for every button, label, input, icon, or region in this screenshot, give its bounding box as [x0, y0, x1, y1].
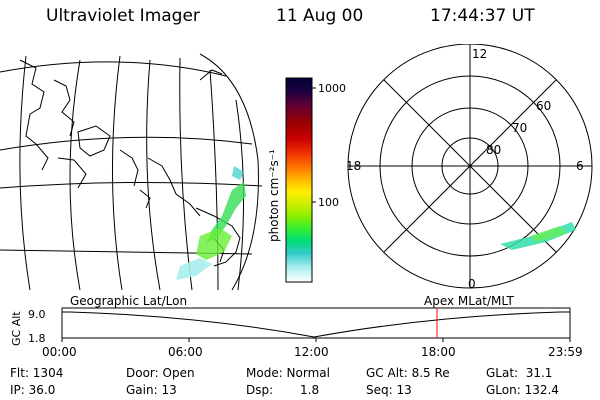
mlt-label-12: 12 — [472, 47, 487, 61]
colorbar: 1000 100 photon cm⁻²s⁻¹ — [267, 77, 346, 283]
colorbar-tick-100: 100 — [318, 196, 339, 209]
coastlines — [19, 59, 241, 267]
gain-readout: Gain: 13 — [126, 383, 177, 397]
mlt-label-6: 6 — [576, 159, 584, 173]
flt-readout: Flt: 1304 — [10, 366, 64, 380]
colorbar-unit-label: photon cm⁻²s⁻¹ — [267, 149, 281, 242]
gc-alt-readout: GC Alt: 8.5 Re — [366, 366, 450, 380]
glat-readout: GLat: 31.1 — [486, 366, 553, 380]
seq-readout: Seq: 13 — [366, 383, 412, 397]
timeline-axis-title: GC Alt — [10, 311, 23, 346]
timeline-xtick-1200: 12:00 — [294, 345, 329, 359]
mode-readout: Mode: Normal — [246, 366, 330, 380]
geographic-label: Geographic Lat/Lon — [70, 294, 188, 308]
timeline-xtick-2359: 23:59 — [548, 345, 583, 359]
map-grid — [0, 53, 262, 291]
colorbar-scale — [285, 77, 313, 283]
timeline-xtick-1800: 18:00 — [421, 345, 456, 359]
auroral-emission-map — [176, 166, 246, 280]
polar-diagonal-b — [383, 79, 557, 253]
glon-readout: GLon: 132.4 — [486, 383, 559, 397]
altitude-timeline: GC Alt 9.0 1.8 00:00 06:00 12:00 18:00 2… — [10, 307, 583, 359]
lat-label-60: 60 — [536, 99, 551, 113]
altitude-curve — [62, 311, 570, 338]
lat-label-70: 70 — [512, 121, 527, 135]
door-readout: Door: Open — [126, 366, 195, 380]
colorbar-tick-1000: 1000 — [318, 82, 346, 95]
timeline-frame — [61, 307, 571, 339]
timeline-ytick-1.8: 1.8 — [28, 332, 46, 345]
mlt-label-18: 18 — [346, 159, 361, 173]
polar-plot: 12 18 6 0 60 70 80 — [346, 44, 593, 291]
dsp-label: Dsp: — [246, 383, 274, 397]
timeline-xtick-0600: 06:00 — [168, 345, 203, 359]
timeline-ytick-9: 9.0 — [28, 308, 46, 321]
dsp-value: 1.8 — [300, 383, 320, 397]
header-time: 17:44:37 UT — [430, 6, 535, 26]
auroral-emission-polar — [500, 222, 576, 250]
timeline-xtick-0000: 00:00 — [42, 345, 77, 359]
ip-readout: IP: 36.0 — [10, 383, 56, 397]
apex-label: Apex MLat/MLT — [424, 294, 514, 308]
header-date: 11 Aug 00 — [276, 6, 364, 26]
mlt-label-0: 0 — [468, 277, 476, 291]
geographic-map — [0, 53, 262, 291]
lat-label-80: 80 — [486, 143, 501, 157]
instrument-title: Ultraviolet Imager — [46, 6, 200, 26]
